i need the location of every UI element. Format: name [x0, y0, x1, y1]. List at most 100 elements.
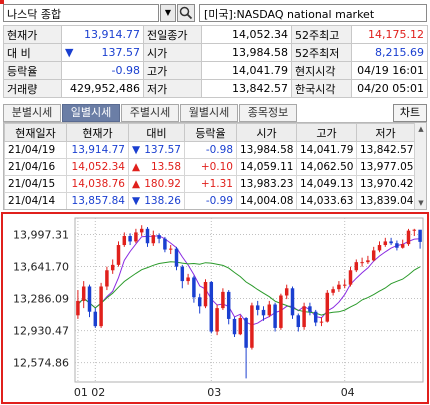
quote-label: 현재가: [3, 25, 62, 44]
column-header[interactable]: 등락율: [184, 123, 237, 142]
table-row[interactable]: 21/04/16 14,052.34 ▲ 13.58 +0.10 14,059.11 14,…: [4, 158, 415, 176]
cell-low: 13,842.57: [356, 141, 415, 159]
candle-body: [371, 250, 376, 261]
quote-label: 전일종가: [143, 25, 202, 44]
cell-price: 13,857.84: [66, 192, 129, 209]
scroll-down-icon[interactable]: ▼: [418, 199, 424, 207]
column-header[interactable]: 현재가: [66, 123, 129, 142]
column-header[interactable]: 저가: [356, 123, 415, 142]
candle-body: [99, 286, 103, 327]
candle-body: [110, 264, 115, 271]
candle-body: [244, 318, 248, 348]
quote-label: 52주최고: [291, 25, 352, 44]
candle-body: [122, 236, 127, 246]
quote-value: 04/19 16:01: [351, 61, 428, 80]
plot-border: [74, 217, 424, 383]
tab-minute[interactable]: 분별시세: [3, 104, 61, 122]
cell-change: ▲ 13.58: [128, 158, 185, 176]
candle-body: [337, 284, 341, 290]
candle-body: [389, 241, 393, 244]
candle-body: [284, 288, 289, 296]
column-header[interactable]: 대비: [128, 123, 185, 142]
tab-monthly[interactable]: 월별시세: [180, 104, 238, 122]
y-tick-label: 13,997.31: [13, 228, 69, 241]
candle-body: [308, 306, 312, 312]
cell-date: 21/04/14: [4, 192, 67, 209]
quote-label: 52주최저: [291, 43, 352, 62]
cell-open: 14,059.11: [236, 158, 297, 176]
candle-body: [203, 281, 208, 307]
table-row[interactable]: 21/04/14 13,857.84 ▼ 138.26 -0.99 14,004.08 14…: [4, 192, 415, 209]
cell-rate: -0.99: [184, 192, 237, 209]
quote-value: ▼ 137.57: [61, 43, 144, 62]
symbol-select[interactable]: 나스닥 종합: [3, 4, 159, 22]
candle-body: [418, 229, 422, 242]
candle-body: [76, 300, 80, 316]
candle-body: [174, 248, 179, 267]
column-header[interactable]: 현재일자: [4, 123, 67, 142]
candle-body: [354, 262, 359, 271]
cell-high: 14,033.63: [296, 192, 357, 209]
candle-body: [192, 277, 196, 298]
candle-body: [325, 292, 330, 322]
candle-body: [226, 291, 231, 319]
quote-value: 04/20 05:01: [351, 79, 428, 98]
scrollbar[interactable]: ▲ ▼: [414, 123, 426, 209]
candle-body: [221, 291, 225, 309]
candle-body: [87, 286, 92, 312]
scroll-up-icon[interactable]: ▲: [418, 125, 424, 133]
candle-body: [232, 318, 237, 335]
tab-daily[interactable]: 일별시세: [62, 104, 120, 122]
quote-label: 대 비: [3, 43, 62, 62]
cell-low: 13,839.04: [356, 192, 415, 209]
quote-value: 13,842.57: [201, 79, 292, 98]
cell-rate: -0.98: [184, 141, 237, 159]
cell-date: 21/04/19: [4, 141, 67, 159]
candle-body: [406, 230, 411, 245]
quote-row: 현재가 13,914.77 전일종가 14,052.34 52주최고 14,175.12: [3, 25, 428, 44]
candle-body: [197, 297, 202, 307]
y-tick-label: 12,930.47: [13, 325, 69, 338]
quote-value: 14,175.12: [351, 25, 428, 44]
chart-button[interactable]: 차트: [393, 104, 427, 122]
candle-body: [93, 311, 98, 327]
x-tick-label: 01: [74, 386, 88, 399]
quote-row: 대 비 ▼ 137.57 시가 13,984.58 52주최저 8,215.69: [3, 43, 428, 62]
ma-short-line: [77, 235, 421, 326]
cell-rate: +0.10: [184, 158, 237, 176]
candle-body: [215, 308, 219, 332]
quote-label: 등락율: [3, 61, 62, 80]
tab-weekly[interactable]: 주별시세: [121, 104, 179, 122]
cell-date: 21/04/16: [4, 158, 67, 176]
candlestick-chart[interactable]: 13,997.31 13,641.70 13,286.09 12,930.47 12,5…: [3, 214, 427, 402]
candle-body: [302, 306, 306, 328]
candle-body: [319, 321, 324, 323]
candle-body: [139, 228, 144, 233]
tab-stock-info[interactable]: 종목정보: [239, 104, 297, 122]
candle-body: [145, 228, 150, 244]
candle-body: [377, 245, 382, 251]
candle-body: [366, 260, 370, 263]
cell-price: 14,052.34: [66, 158, 129, 176]
chevron-down-icon[interactable]: ▼: [160, 4, 176, 22]
y-tick-label: 13,286.09: [13, 293, 69, 306]
quote-row: 등락율 -0.98 고가 14,041.79 현지시각 04/19 16:01: [3, 61, 428, 80]
candle-body: [255, 305, 260, 310]
quote-label: 저가: [143, 79, 202, 98]
cell-price: 13,914.77: [66, 141, 129, 159]
search-icon[interactable]: [177, 4, 195, 22]
column-header[interactable]: 시가: [236, 123, 297, 142]
cell-low: 13,970.42: [356, 175, 415, 193]
candle-body: [238, 318, 243, 335]
quote-value: 14,041.79: [201, 61, 292, 80]
column-header[interactable]: 고가: [296, 123, 357, 142]
candle-body: [250, 305, 254, 348]
candle-body: [151, 235, 156, 244]
y-tick-label: 13,641.70: [13, 261, 69, 274]
table-row[interactable]: 21/04/19 13,914.77 ▼ 137.57 -0.98 13,984.58 14…: [4, 141, 415, 159]
x-tick-label: 03: [207, 386, 221, 399]
table-row[interactable]: 21/04/15 14,038.76 ▲ 180.92 +1.31 13,983.23 14…: [4, 175, 415, 193]
candle-body: [157, 235, 161, 239]
y-tick-label: 12,574.86: [13, 357, 69, 370]
arrow-up-icon: ▲: [132, 161, 141, 173]
